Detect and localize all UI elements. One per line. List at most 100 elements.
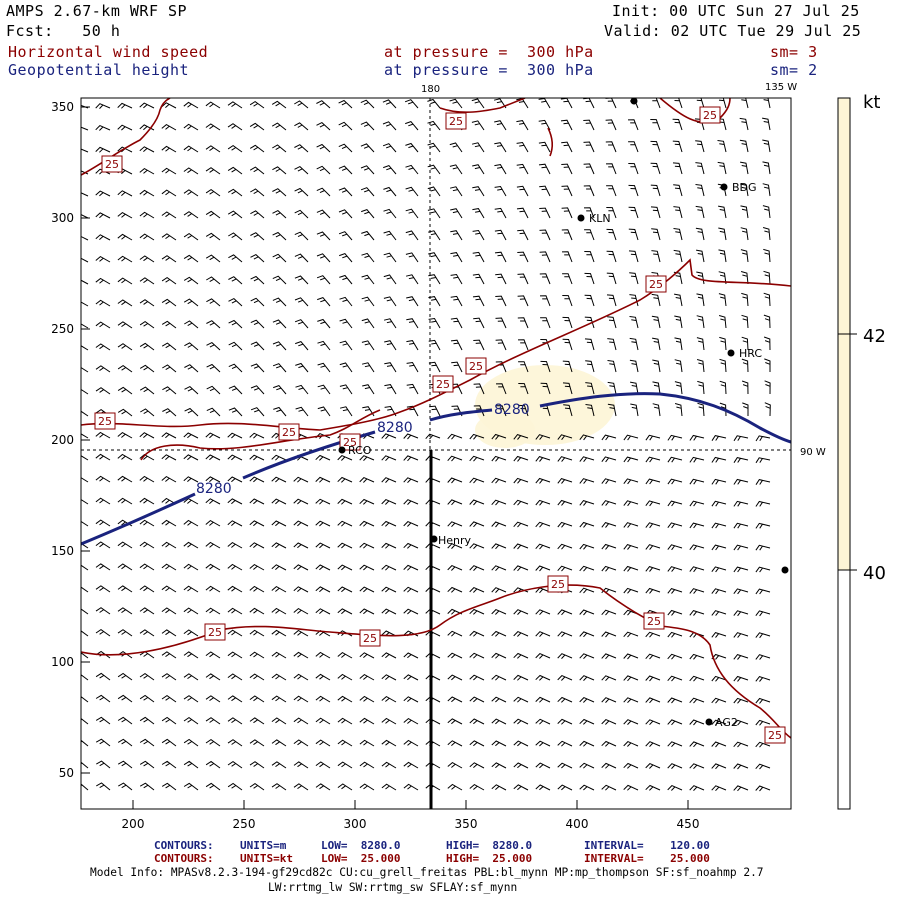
wind-barb <box>117 386 133 395</box>
wind-barb <box>711 544 727 551</box>
wind-barb <box>469 521 485 528</box>
wind-barb <box>447 586 463 593</box>
y-tick-label: 150 <box>51 544 74 558</box>
wind-barb <box>513 477 529 484</box>
wind-barb <box>183 101 199 109</box>
wind-barb <box>81 366 89 373</box>
wind-barb <box>183 782 199 791</box>
y-tick-label: 250 <box>51 322 74 336</box>
wind-barb <box>316 100 331 109</box>
wind-barb <box>338 143 353 153</box>
wind-barb <box>337 761 353 769</box>
wind-barb <box>469 718 485 725</box>
wind-barb <box>673 249 683 263</box>
wind-barb <box>495 383 507 395</box>
wind-barb <box>272 144 287 153</box>
wind-barb <box>447 455 463 462</box>
wind-barb <box>651 315 661 329</box>
wind-barb <box>645 478 661 485</box>
wind-barb <box>494 229 507 241</box>
wind-barb <box>118 782 133 791</box>
wind-barb <box>403 717 419 725</box>
wind-barb <box>339 362 353 373</box>
footer-high: HIGH= 8280.0 <box>446 839 533 852</box>
wind-barb <box>540 382 551 395</box>
wind-barb <box>763 270 771 285</box>
wind-barb <box>403 542 419 549</box>
wind-barb <box>667 522 683 529</box>
wind-barb <box>271 564 287 571</box>
wind-barb <box>294 253 309 263</box>
wind-barb <box>293 783 309 791</box>
wind-barb <box>733 435 749 442</box>
wind-barb <box>139 277 155 285</box>
wind-barb <box>139 760 155 769</box>
axis-ticks <box>81 106 689 809</box>
wind-barb <box>605 119 617 131</box>
wind-barb <box>95 299 111 307</box>
wind-barb <box>535 740 551 747</box>
wind-barb <box>557 631 573 638</box>
station-marker <box>720 183 728 191</box>
wind-barb <box>741 380 749 395</box>
wind-barb <box>81 455 89 461</box>
wind-barb <box>628 206 639 219</box>
wind-barb <box>381 542 397 549</box>
wind-barb <box>338 187 353 197</box>
wind-barb <box>295 406 309 417</box>
y-tick-label: 300 <box>51 211 74 225</box>
wind-barb <box>447 761 463 769</box>
wind-barb <box>472 208 485 219</box>
wind-barb <box>652 403 661 417</box>
wind-barb <box>601 675 617 682</box>
wind-barb <box>718 205 727 219</box>
wind-barb <box>630 403 639 417</box>
wind-barb <box>250 363 265 373</box>
wind-barb <box>579 718 595 725</box>
wind-barb <box>183 760 199 769</box>
wind-barb <box>539 185 551 197</box>
wind-barb <box>383 296 397 307</box>
wind-barb <box>206 341 221 351</box>
wind-barb <box>535 674 551 681</box>
y-axis-labels: 50 100 150 200 250 300 350 <box>51 100 74 780</box>
wind-barb <box>695 140 705 153</box>
wind-barb <box>583 98 595 109</box>
wind-barb <box>711 610 727 616</box>
wind-barb <box>293 564 309 571</box>
wind-barb <box>205 167 221 175</box>
wind-barb <box>117 102 133 109</box>
wind-barb <box>450 273 463 285</box>
init-time: Init: 00 UTC Sun 27 Jul 25 <box>612 2 860 20</box>
wind-barb <box>471 120 485 131</box>
wind-barb <box>117 672 133 681</box>
wind-barb <box>271 761 287 769</box>
wind-barb <box>360 143 375 153</box>
wind-barb <box>81 410 89 417</box>
wind-barb <box>381 783 397 791</box>
wind-barb <box>95 519 111 527</box>
wind-barb <box>755 676 771 682</box>
wind-barb <box>403 455 419 462</box>
wind-barb <box>227 695 243 703</box>
wind-barb <box>227 101 243 109</box>
wind-barb <box>711 785 727 792</box>
wind-barb <box>733 719 749 726</box>
wind-barb <box>764 402 771 417</box>
wind-barb <box>205 519 221 527</box>
wind-barb <box>317 406 331 417</box>
wind-barb <box>755 632 771 639</box>
wind-barb <box>733 675 749 682</box>
station-marker <box>338 446 346 454</box>
wind-barb <box>139 519 155 527</box>
wind-barb <box>650 119 661 131</box>
wind-barb <box>228 276 243 285</box>
wind-barb <box>629 337 639 351</box>
wind-barb <box>294 275 309 285</box>
wind-barb <box>161 211 177 219</box>
wind-barb <box>535 565 551 572</box>
wind-barb <box>711 588 727 595</box>
wind-barb <box>428 252 441 263</box>
wind-barb <box>293 651 309 659</box>
wind-barb <box>161 585 177 593</box>
